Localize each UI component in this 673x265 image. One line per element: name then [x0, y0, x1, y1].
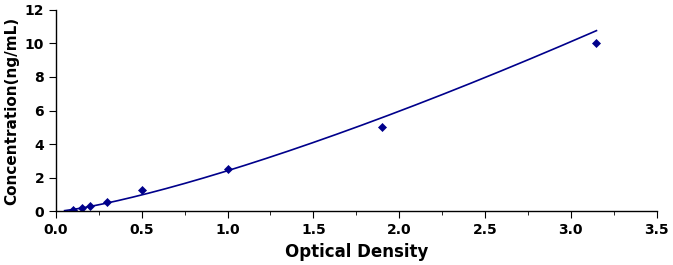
X-axis label: Optical Density: Optical Density	[285, 243, 428, 261]
Y-axis label: Concentration(ng/mL): Concentration(ng/mL)	[4, 16, 19, 205]
